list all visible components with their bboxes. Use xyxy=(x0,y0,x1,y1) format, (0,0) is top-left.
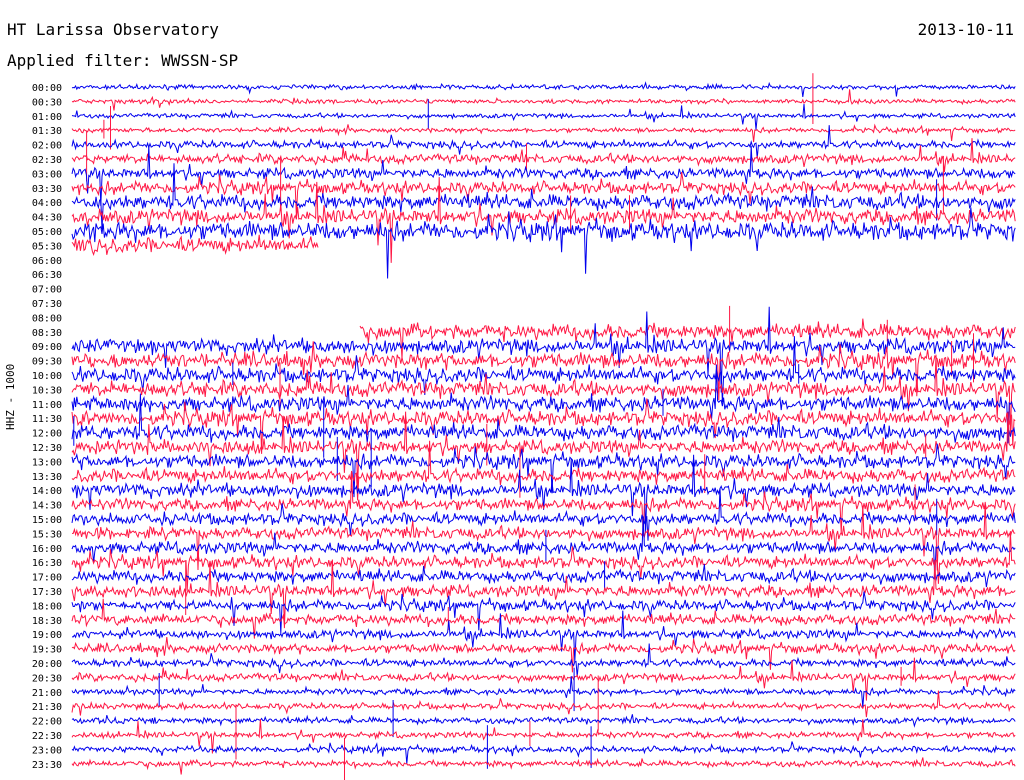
row-time-label: 08:00 xyxy=(32,313,62,324)
row-time-label: 10:00 xyxy=(32,371,62,382)
trace-row-1830 xyxy=(71,598,1016,639)
trace-row-0830 xyxy=(359,318,1016,359)
row-time-label: 07:30 xyxy=(32,299,62,310)
trace-row-0130 xyxy=(71,123,1016,143)
trace-row-1500 xyxy=(71,487,1016,541)
row-time-label: 16:30 xyxy=(32,558,62,569)
row-time-label: 10:30 xyxy=(32,385,62,396)
row-time-label: 00:00 xyxy=(32,83,62,94)
trace-row-0200 xyxy=(71,125,1016,159)
row-time-label: 02:00 xyxy=(32,141,62,152)
row-time-label: 19:00 xyxy=(32,630,62,641)
trace-row-1700 xyxy=(71,564,1016,588)
trace-row-1330 xyxy=(71,440,1016,501)
row-time-label: 14:00 xyxy=(32,486,62,497)
trace-row-1600 xyxy=(71,516,1016,580)
trace-row-1800 xyxy=(71,591,1016,634)
row-time-label: 21:00 xyxy=(32,688,62,699)
trace-row-0900 xyxy=(71,306,1016,393)
row-time-label: 04:30 xyxy=(32,213,62,224)
row-time-label: 22:30 xyxy=(32,731,62,742)
trace-row-2200 xyxy=(71,714,1016,728)
trace-row-0230 xyxy=(71,138,1016,173)
trace-row-2300 xyxy=(71,741,1016,764)
row-time-label: 21:30 xyxy=(32,702,62,713)
row-time-label: 20:30 xyxy=(32,673,62,684)
trace-row-0400 xyxy=(71,163,1016,230)
trace-row-1430 xyxy=(71,473,1016,537)
trace-row-0430 xyxy=(71,177,1016,263)
row-time-label: 11:00 xyxy=(32,400,62,411)
trace-row-2100 xyxy=(71,676,1016,708)
trace-row-0100 xyxy=(71,103,1016,130)
trace-row-1130 xyxy=(71,398,1016,454)
row-time-label: 19:30 xyxy=(32,645,62,656)
row-time-label: 23:00 xyxy=(32,745,62,756)
row-time-label: 06:00 xyxy=(32,256,62,267)
row-time-label: 07:00 xyxy=(32,285,62,296)
row-time-label: 16:00 xyxy=(32,544,62,555)
record-date: 2013-10-11 xyxy=(917,20,1014,39)
trace-row-0000 xyxy=(71,81,1016,97)
row-time-label: 04:00 xyxy=(32,198,62,209)
trace-row-2130 xyxy=(71,690,1016,718)
row-time-label: 15:00 xyxy=(32,515,62,526)
row-time-label: 18:00 xyxy=(32,601,62,612)
trace-row-2330 xyxy=(71,757,1016,775)
trace-row-2030 xyxy=(71,657,1016,701)
trace-row-0330 xyxy=(71,172,1016,217)
row-time-label: 20:00 xyxy=(32,659,62,670)
row-time-label: 03:30 xyxy=(32,184,62,195)
row-time-label: 15:30 xyxy=(32,529,62,540)
row-time-label: 17:30 xyxy=(32,587,62,598)
trace-row-1900 xyxy=(71,610,1016,663)
row-time-label: 09:00 xyxy=(32,342,62,353)
row-time-label: 08:30 xyxy=(32,328,62,339)
trace-row-0500 xyxy=(71,207,1016,279)
trace-row-1930 xyxy=(71,636,1016,673)
row-time-label: 12:00 xyxy=(32,429,62,440)
trace-row-0030 xyxy=(71,89,1016,111)
trace-row-1030 xyxy=(71,354,1016,436)
row-time-label: 22:00 xyxy=(32,717,62,728)
row-time-label: 06:30 xyxy=(32,270,62,281)
row-time-label: 01:00 xyxy=(32,112,62,123)
row-time-label: 05:00 xyxy=(32,227,62,238)
row-time-label: 09:30 xyxy=(32,357,62,368)
trace-row-1530 xyxy=(71,501,1016,571)
row-time-label: 00:30 xyxy=(32,97,62,108)
observatory-title: HT Larissa Observatory xyxy=(7,20,219,39)
row-time-label: 13:30 xyxy=(32,472,62,483)
trace-row-0930 xyxy=(71,341,1016,401)
trace-row-2000 xyxy=(71,643,1016,677)
row-time-label: 18:30 xyxy=(32,616,62,627)
trace-row-1630 xyxy=(71,531,1016,591)
row-time-label: 02:30 xyxy=(32,155,62,166)
trace-row-1100 xyxy=(71,364,1016,444)
applied-filter: Applied filter: WWSSN-SP xyxy=(7,51,239,70)
row-time-label: 14:30 xyxy=(32,501,62,512)
trace-row-1000 xyxy=(71,336,1016,403)
row-time-label: 12:30 xyxy=(32,443,62,454)
row-time-label: 23:30 xyxy=(32,760,62,771)
row-time-label: 03:00 xyxy=(32,169,62,180)
row-time-label: 01:30 xyxy=(32,126,62,137)
trace-row-0530 xyxy=(71,234,319,257)
trace-row-0300 xyxy=(71,145,1016,206)
trace-row-1400 xyxy=(71,454,1016,532)
row-time-label: 13:00 xyxy=(32,457,62,468)
trace-row-1730 xyxy=(71,559,1016,629)
trace-row-1300 xyxy=(71,443,1016,498)
trace-row-1230 xyxy=(71,411,1016,489)
row-time-label: 11:30 xyxy=(32,414,62,425)
row-time-label: 17:00 xyxy=(32,573,62,584)
row-time-label: 05:30 xyxy=(32,241,62,252)
trace-row-2230 xyxy=(71,719,1016,754)
trace-row-1200 xyxy=(71,393,1016,443)
